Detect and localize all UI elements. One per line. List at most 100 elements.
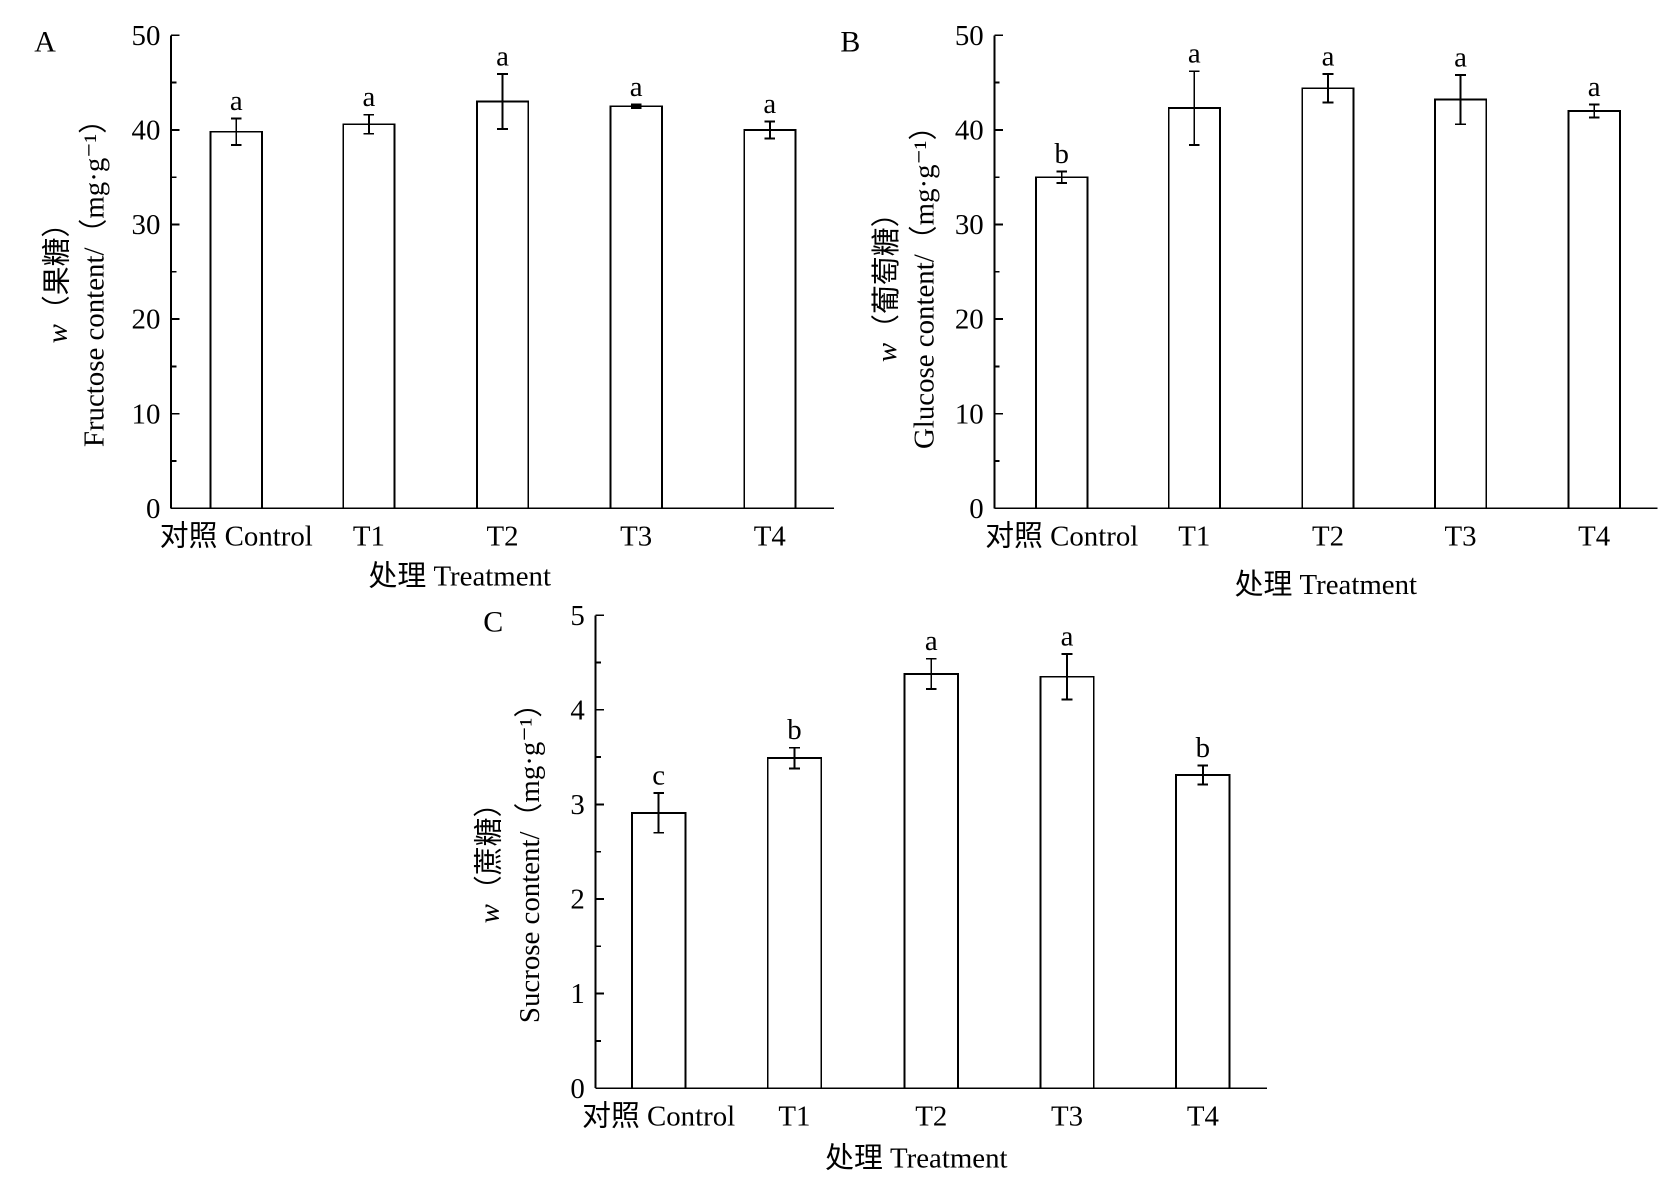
y-tick-label: 30 bbox=[132, 209, 161, 241]
significance-letter: a bbox=[763, 88, 776, 120]
y-axis-quantity: （葡萄糖） bbox=[871, 199, 903, 343]
significance-letter: a bbox=[230, 85, 243, 117]
x-axis-title: 处理 Treatment bbox=[1235, 569, 1417, 601]
x-tick-label: 对照 Control bbox=[985, 521, 1138, 553]
error-bar-2 bbox=[1322, 73, 1334, 104]
significance-letter: b bbox=[787, 714, 801, 746]
bar-1 bbox=[766, 757, 823, 1090]
bar-3 bbox=[609, 105, 663, 510]
y-tick-label: 0 bbox=[146, 493, 160, 525]
error-bar-3 bbox=[1061, 653, 1073, 701]
x-tick-label: T1 bbox=[353, 521, 385, 553]
bar-3 bbox=[1039, 675, 1095, 1090]
error-bar-1 bbox=[789, 746, 800, 770]
error-bar-0 bbox=[230, 117, 242, 146]
y-axis-title-line1: w（果糖） bbox=[41, 209, 73, 344]
error-bar-1 bbox=[363, 113, 375, 135]
y-axis-title-line2: Sucrose content/（mg·g⁻¹） bbox=[514, 689, 546, 1023]
y-tick-label: 30 bbox=[955, 209, 984, 241]
y-tick-label: 3 bbox=[570, 789, 584, 821]
significance-letter: a bbox=[1454, 41, 1467, 73]
bar-2 bbox=[475, 100, 530, 510]
bar-3 bbox=[1433, 98, 1488, 510]
x-tick-label: T1 bbox=[1178, 521, 1210, 553]
bar-4 bbox=[1175, 774, 1231, 1090]
panel-label: C bbox=[483, 605, 503, 638]
y-tick-label: 50 bbox=[132, 20, 161, 52]
error-bar-1 bbox=[1188, 70, 1200, 146]
y-tick-label: 5 bbox=[570, 600, 584, 632]
y-tick-label: 40 bbox=[955, 115, 984, 147]
significance-letter: a bbox=[362, 81, 375, 113]
bar-2 bbox=[1301, 87, 1355, 510]
bar-4 bbox=[743, 128, 797, 510]
bar-4 bbox=[1567, 110, 1621, 510]
y-axis-title-line2: Fructose content/（mg·g⁻¹） bbox=[79, 105, 111, 447]
x-tick-label: T2 bbox=[487, 521, 519, 553]
chart-panel-c: Cc 对照 Control b T1 a T2 a T3 b T4 0 1 2 3 4 5 处理 Treatme… bbox=[473, 600, 1268, 1174]
bar-1 bbox=[1167, 107, 1221, 510]
y-axis-variable: w bbox=[871, 342, 903, 362]
error-bar-4 bbox=[764, 120, 776, 140]
x-axis-title: 处理 Treatment bbox=[825, 1142, 1007, 1174]
y-axis-quantity: （果糖） bbox=[41, 209, 73, 324]
error-bar-2 bbox=[925, 657, 937, 690]
bar-0 bbox=[1035, 176, 1089, 510]
y-axis-variable: w bbox=[41, 323, 73, 343]
x-tick-label: 对照 Control bbox=[582, 1101, 735, 1133]
bar-2 bbox=[903, 672, 959, 1090]
error-bar-2 bbox=[497, 73, 508, 130]
y-axis-variable: w bbox=[473, 903, 505, 923]
x-tick-label: T2 bbox=[1312, 521, 1344, 553]
error-bar-3 bbox=[630, 103, 642, 110]
x-tick-label: T3 bbox=[1445, 521, 1477, 553]
error-bar-3 bbox=[1455, 74, 1466, 126]
y-tick-label: 2 bbox=[570, 884, 584, 916]
y-tick-label: 10 bbox=[132, 398, 161, 430]
error-bar-0 bbox=[653, 792, 664, 834]
x-tick-label: T3 bbox=[1051, 1101, 1083, 1133]
x-tick-label: T2 bbox=[915, 1101, 947, 1133]
significance-letter: a bbox=[1188, 38, 1201, 70]
y-axis-title-line1: w（蔗糖） bbox=[473, 789, 505, 924]
y-tick-label: 40 bbox=[132, 115, 161, 147]
y-tick-label: 20 bbox=[955, 304, 984, 336]
y-axis-quantity: （蔗糖） bbox=[473, 789, 505, 904]
significance-letter: a bbox=[1322, 41, 1335, 73]
x-tick-label: T4 bbox=[1187, 1101, 1219, 1133]
x-tick-label: T4 bbox=[1578, 521, 1610, 553]
y-tick-label: 20 bbox=[132, 304, 161, 336]
y-tick-label: 4 bbox=[570, 694, 584, 726]
significance-letter: c bbox=[652, 760, 665, 792]
significance-letter: b bbox=[1055, 138, 1069, 170]
y-tick-label: 0 bbox=[969, 493, 983, 525]
significance-letter: b bbox=[1196, 732, 1210, 764]
x-axis-title: 处理 Treatment bbox=[369, 560, 551, 592]
error-bar-4 bbox=[1588, 103, 1600, 119]
x-tick-label: T1 bbox=[778, 1101, 810, 1133]
panel-label: A bbox=[34, 25, 56, 58]
x-tick-label: 对照 Control bbox=[160, 521, 313, 553]
significance-letter: a bbox=[630, 71, 643, 103]
x-tick-label: T4 bbox=[754, 521, 786, 553]
significance-letter: a bbox=[1588, 71, 1601, 103]
y-tick-label: 0 bbox=[570, 1073, 584, 1105]
panel-label: B bbox=[840, 25, 860, 58]
y-axis-title-line2: Glucose content/（mg·g⁻¹） bbox=[908, 112, 940, 449]
significance-letter: a bbox=[1061, 620, 1074, 652]
error-bar-0 bbox=[1056, 170, 1068, 184]
x-tick-label: T3 bbox=[620, 521, 652, 553]
bar-0 bbox=[631, 812, 687, 1090]
y-tick-label: 50 bbox=[955, 20, 984, 52]
chart-panel-b: Bb 对照 Control a T1 a T2 a T3 a T4 0 10 20 30 40 50 处理 Tr… bbox=[840, 20, 1658, 601]
y-tick-label: 1 bbox=[570, 978, 584, 1010]
significance-letter: a bbox=[925, 625, 938, 657]
y-axis-title-line1: w（葡萄糖） bbox=[871, 199, 903, 363]
y-tick-label: 10 bbox=[955, 398, 984, 430]
significance-letter: a bbox=[496, 41, 509, 73]
error-bar-4 bbox=[1197, 764, 1209, 786]
bar-0 bbox=[209, 130, 263, 510]
chart-panel-a: Aa 对照 Control a T1 a T2 a T3 a T4 0 10 20 30 40 50 处理 Tr… bbox=[34, 20, 834, 592]
bar-1 bbox=[342, 123, 396, 510]
